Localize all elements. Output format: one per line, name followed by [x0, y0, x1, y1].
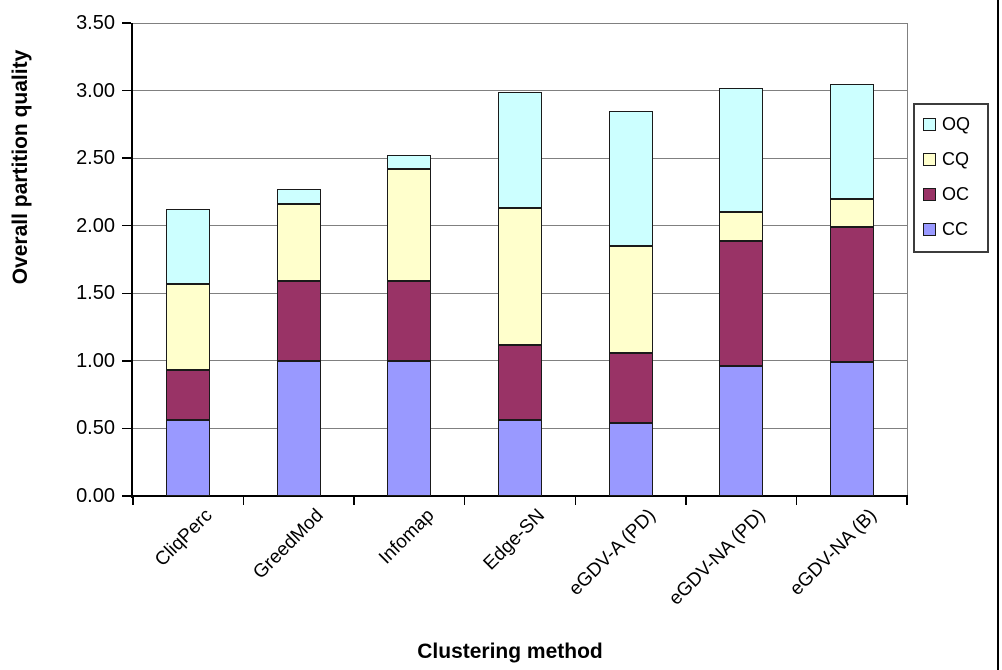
x-category-label: eGDV-NA (PD) — [665, 505, 771, 610]
bar-segment — [498, 420, 542, 496]
plot-right-border — [906, 23, 908, 497]
bar-segment — [608, 110, 653, 246]
legend-label: CQ — [942, 149, 969, 169]
bar-segment — [829, 198, 874, 228]
x-tick-mark — [463, 497, 466, 505]
bar-segment — [166, 283, 211, 371]
plot-area — [122, 22, 908, 505]
bar-segment — [829, 362, 874, 496]
bar-segment — [387, 281, 432, 361]
x-category-label: Infomap — [374, 505, 439, 569]
bar-segment — [608, 245, 653, 353]
y-tick-mark — [122, 360, 131, 362]
bar-segment — [276, 360, 321, 496]
x-category-label: eGDV-A (PD) — [564, 505, 660, 600]
y-tick-label: 0.50 — [76, 417, 115, 440]
bar-segment — [829, 227, 874, 363]
gridline — [133, 22, 907, 24]
bar-segment — [166, 420, 211, 496]
y-tick-label: 2.50 — [76, 147, 115, 170]
x-category-label: CliqPerc — [151, 505, 218, 571]
bar-segment — [719, 87, 764, 213]
x-axis-line — [131, 495, 908, 497]
y-tick-label: 1.50 — [76, 282, 115, 305]
y-tick-mark — [122, 427, 131, 430]
bar-segment — [387, 360, 432, 496]
x-category-label: GreedMod — [249, 505, 328, 584]
y-tick-label: 0.00 — [76, 485, 115, 507]
legend-label: CC — [942, 219, 968, 239]
legend-entry: CQ — [915, 142, 987, 177]
bar-segment — [829, 83, 874, 199]
x-axis-title: Clustering method — [417, 640, 603, 663]
bar-segment — [719, 366, 764, 496]
x-tick-mark — [795, 497, 798, 505]
y-tick-mark — [122, 292, 131, 295]
x-category-label: eGDV-NA (B) — [785, 505, 881, 600]
x-tick-mark — [906, 497, 908, 505]
y-tick-mark — [122, 224, 131, 227]
image-right-border — [997, 0, 999, 670]
bar-segment — [498, 91, 542, 209]
bar-segment — [719, 240, 764, 367]
bar-segment — [387, 168, 432, 282]
legend: OQ CQ OC CC — [913, 103, 989, 253]
y-tick-mark — [122, 157, 131, 159]
y-tick-label: 2.00 — [76, 214, 115, 237]
bar-segment — [276, 281, 321, 361]
legend-swatch-icon — [923, 223, 936, 236]
bar-segment — [608, 423, 653, 496]
y-tick-mark — [122, 495, 131, 497]
y-tick-mark — [122, 89, 131, 92]
x-category-label: Edge-SN — [479, 505, 549, 575]
x-tick-mark — [353, 497, 355, 505]
bar-segment — [276, 204, 321, 282]
y-tick-label: 1.00 — [76, 349, 115, 372]
bar-segment — [608, 352, 653, 423]
bar-segment — [719, 212, 764, 241]
legend-entry: OQ — [915, 107, 987, 142]
legend-entry: OC — [915, 177, 987, 212]
x-tick-mark — [685, 497, 687, 505]
bar-segment — [387, 155, 432, 169]
y-axis-line — [131, 23, 133, 498]
legend-label: OQ — [942, 114, 971, 134]
y-tick-label: 3.00 — [76, 79, 115, 102]
legend-label: OC — [942, 184, 969, 204]
x-tick-mark — [574, 497, 577, 505]
legend-swatch-icon — [923, 118, 936, 131]
bar-segment — [498, 208, 542, 345]
legend-swatch-icon — [923, 153, 936, 166]
gridline — [133, 90, 907, 92]
bar-segment — [166, 370, 211, 421]
y-tick-label: 3.50 — [76, 12, 115, 34]
legend-swatch-icon — [923, 188, 936, 201]
bar-segment — [166, 209, 211, 284]
x-tick-mark — [242, 497, 245, 505]
legend-entry: CC — [915, 212, 987, 247]
y-tick-mark — [122, 22, 131, 24]
x-tick-mark — [132, 497, 134, 505]
bar-segment — [498, 344, 542, 421]
bar-segment — [276, 189, 321, 205]
